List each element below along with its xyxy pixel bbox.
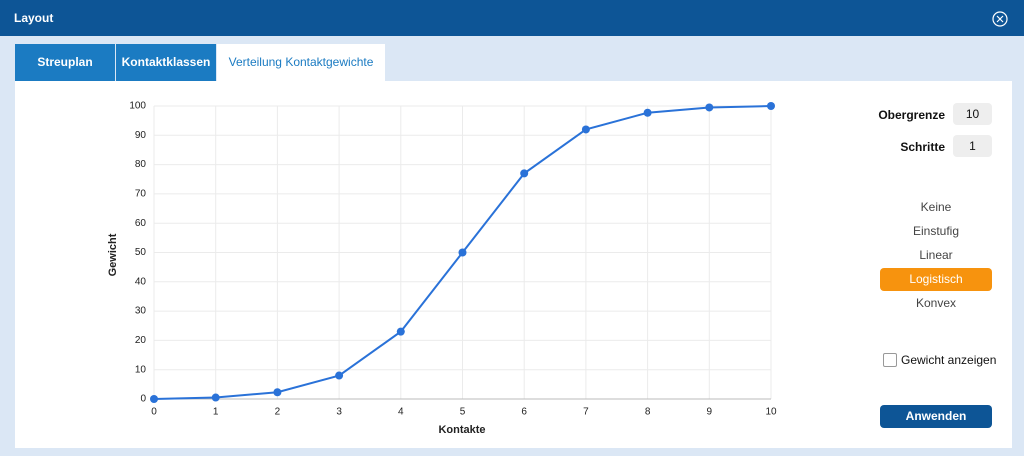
option[interactable]: Einstufig bbox=[912, 224, 960, 238]
upper-limit-input[interactable]: 10 bbox=[953, 103, 992, 125]
data-point bbox=[458, 248, 467, 257]
option[interactable]: Logistisch bbox=[880, 268, 992, 291]
x-axis-label: Kontakte bbox=[438, 424, 485, 436]
dialog-title: Layout bbox=[14, 11, 54, 25]
data-point bbox=[581, 125, 590, 134]
x-tick-label: 7 bbox=[583, 407, 589, 418]
checkbox-label[interactable]: Gewicht anzeigen bbox=[901, 353, 997, 367]
x-tick-label: 5 bbox=[460, 407, 466, 418]
steps-input[interactable]: 1 bbox=[953, 135, 992, 157]
y-tick-label: 0 bbox=[140, 394, 146, 405]
tab[interactable]: Streuplan bbox=[15, 44, 115, 81]
x-tick-label: 0 bbox=[151, 407, 157, 418]
option[interactable]: Linear bbox=[919, 248, 953, 262]
y-tick-label: 80 bbox=[135, 159, 147, 170]
data-point bbox=[520, 169, 529, 178]
x-tick-label: 10 bbox=[765, 407, 777, 418]
upper-limit-label: Obergrenze bbox=[878, 108, 945, 122]
y-tick-label: 60 bbox=[135, 218, 147, 229]
y-tick-label: 50 bbox=[135, 247, 147, 258]
x-tick-label: 8 bbox=[645, 407, 651, 418]
data-point bbox=[150, 395, 158, 403]
header-bar bbox=[0, 0, 1024, 36]
data-point bbox=[335, 371, 344, 380]
y-tick-label: 90 bbox=[135, 130, 147, 141]
data-point bbox=[643, 108, 652, 117]
data-point bbox=[767, 102, 775, 110]
tab-active[interactable]: Verteilung Kontaktgewichte bbox=[217, 44, 385, 81]
y-tick-label: 20 bbox=[135, 335, 147, 346]
steps-label: Schritte bbox=[900, 140, 945, 154]
y-tick-label: 100 bbox=[129, 101, 146, 112]
option[interactable]: Konvex bbox=[915, 296, 957, 310]
data-point bbox=[705, 103, 714, 112]
x-tick-label: 2 bbox=[275, 407, 281, 418]
checkbox[interactable] bbox=[883, 353, 897, 367]
content-panel bbox=[15, 81, 1012, 448]
x-tick-label: 4 bbox=[398, 407, 404, 418]
data-point bbox=[396, 327, 405, 336]
y-tick-label: 70 bbox=[135, 189, 147, 200]
option[interactable]: Keine bbox=[920, 200, 952, 214]
y-tick-label: 30 bbox=[135, 306, 147, 317]
apply-button[interactable]: Anwenden bbox=[880, 405, 992, 428]
data-point bbox=[273, 388, 282, 397]
y-tick-label: 40 bbox=[135, 276, 147, 287]
tab[interactable]: Kontaktklassen bbox=[116, 44, 216, 81]
x-tick-label: 6 bbox=[521, 407, 527, 418]
x-tick-label: 3 bbox=[336, 407, 342, 418]
x-tick-label: 9 bbox=[707, 407, 713, 418]
close-button[interactable] bbox=[992, 11, 1008, 27]
y-axis-label: Gewicht bbox=[107, 233, 119, 276]
data-point bbox=[211, 393, 220, 402]
y-tick-label: 10 bbox=[135, 364, 147, 375]
x-tick-label: 1 bbox=[213, 407, 219, 418]
